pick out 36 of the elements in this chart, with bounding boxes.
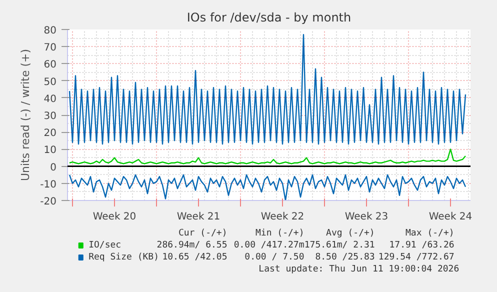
text: Last update: Thu Jun 11 19:00:04 2026 [258, 264, 460, 274]
y-tick-label: 70 [44, 42, 57, 54]
text: 129.54 /772.67 [378, 252, 454, 262]
line-series [68, 174, 466, 200]
y-axis-title: Units read (-) / write (+) [19, 48, 32, 182]
text: 0.00 /417.27m [234, 240, 304, 250]
y-tick-label: 30 [44, 111, 57, 122]
line-series [68, 148, 466, 164]
text: 0.00 / 7.50 [244, 252, 304, 262]
text: 286.94m/ 6.55 [156, 240, 228, 250]
x-tick-label: Week 24 [428, 212, 472, 222]
x-tick-label: Week 23 [344, 212, 388, 222]
y-tick-label: 20 [44, 128, 57, 140]
legend-label: IO/sec [88, 240, 122, 250]
y-tick-label: 60 [44, 60, 57, 71]
y-tick-label: 0 [50, 162, 57, 174]
y-tick-label: 50 [44, 76, 57, 88]
text: 175.61m/ 2.31 [304, 240, 375, 250]
text: Min (-/+) [256, 228, 304, 238]
y-tick-label: -10 [40, 179, 57, 190]
x-tick-label: Week 21 [176, 212, 220, 222]
text: Cur (-/+) [178, 228, 228, 238]
chart-title: IOs for /dev/sda - by month [186, 10, 352, 24]
y-tick-label: 10 [44, 145, 57, 156]
y-tick-label: -20 [40, 196, 57, 208]
text: Max (-/+) [406, 228, 454, 238]
text: 10.65 /42.05 [162, 252, 228, 262]
y-tick-label: 80 [44, 26, 57, 36]
y-tick-label: 40 [44, 94, 57, 105]
legend-label: Req Size (KB) [88, 252, 160, 262]
x-tick-label: Week 22 [260, 212, 304, 222]
line-series [68, 34, 466, 145]
x-tick-label: Week 20 [92, 212, 136, 222]
text: 8.50 /25.83 [315, 252, 375, 262]
text: 17.91 /63.26 [389, 240, 454, 250]
text: Avg (-/+) [326, 228, 375, 238]
